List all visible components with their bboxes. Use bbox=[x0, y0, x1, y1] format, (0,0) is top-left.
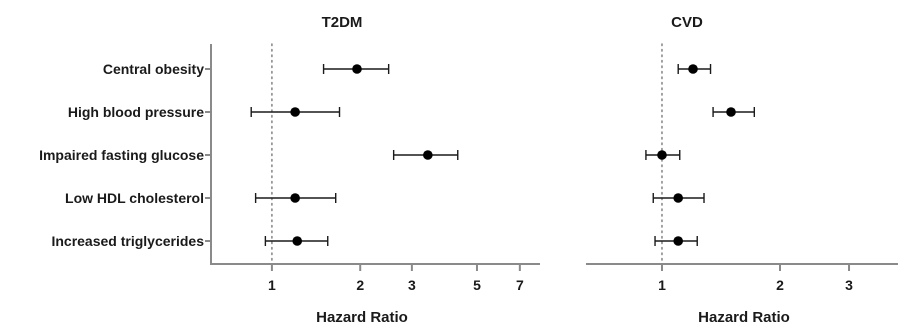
panel-title-t2dm: T2DM bbox=[322, 14, 363, 31]
category-label: Low HDL cholesterol bbox=[65, 190, 204, 206]
x-tick-label: 3 bbox=[408, 277, 416, 293]
panel-cvd: CVD 1 2 3 Hazard Ratio bbox=[586, 14, 898, 326]
category-label: Increased triglycerides bbox=[51, 233, 204, 249]
marks-t2dm bbox=[250, 43, 459, 265]
point-estimate bbox=[657, 150, 667, 160]
x-ticks-cvd: 1 2 3 bbox=[658, 264, 853, 293]
x-axis-label-t2dm: Hazard Ratio bbox=[316, 309, 408, 326]
point-estimate bbox=[688, 64, 698, 74]
x-axis-label-cvd: Hazard Ratio bbox=[698, 309, 790, 326]
point-estimate bbox=[352, 64, 362, 74]
x-tick-label: 3 bbox=[845, 277, 853, 293]
x-tick-label: 1 bbox=[268, 277, 276, 293]
point-estimate bbox=[290, 193, 300, 203]
point-estimate bbox=[673, 193, 684, 203]
x-tick-label: 2 bbox=[776, 277, 784, 293]
x-tick-label: 1 bbox=[658, 277, 666, 293]
x-tick-label: 7 bbox=[516, 277, 524, 293]
point-estimate bbox=[292, 236, 303, 246]
x-tick-label: 2 bbox=[356, 277, 364, 293]
panel-title-cvd: CVD bbox=[671, 14, 703, 31]
marks-cvd bbox=[645, 43, 756, 265]
category-label: High blood pressure bbox=[68, 104, 204, 120]
point-estimate bbox=[673, 236, 684, 246]
category-label: Impaired fasting glucose bbox=[39, 147, 204, 163]
point-estimate bbox=[423, 150, 433, 160]
point-estimate bbox=[726, 107, 736, 117]
point-estimate bbox=[290, 107, 300, 117]
category-label: Central obesity bbox=[103, 61, 204, 77]
x-ticks-t2dm: 1 2 3 5 7 bbox=[268, 264, 524, 293]
category-labels-t2dm: Central obesity High blood pressure Impair… bbox=[39, 61, 211, 249]
panel-t2dm: T2DM Central obesity High blood pressure I… bbox=[39, 14, 540, 326]
x-tick-label: 5 bbox=[473, 277, 481, 293]
